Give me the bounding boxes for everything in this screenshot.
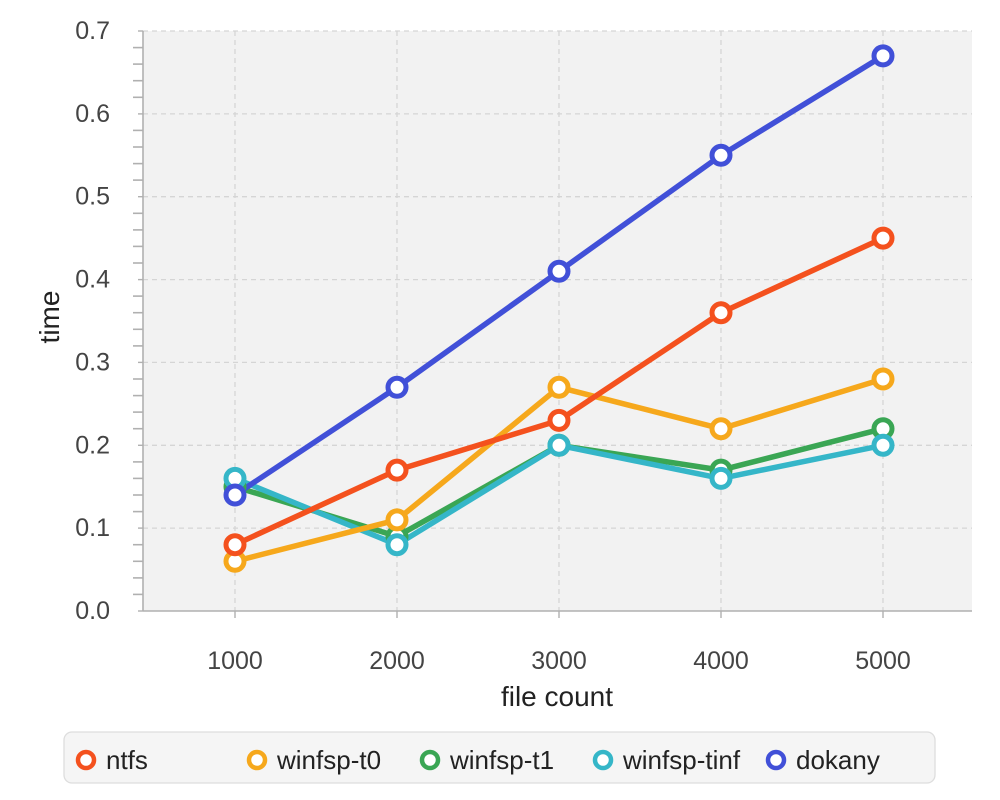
svg-text:ntfs: ntfs — [106, 745, 148, 775]
svg-text:0.7: 0.7 — [75, 17, 110, 45]
svg-text:time: time — [34, 291, 65, 344]
svg-text:winfsp-t1: winfsp-t1 — [449, 745, 554, 775]
svg-text:file count: file count — [501, 681, 613, 712]
svg-text:0.3: 0.3 — [75, 348, 110, 376]
svg-text:0.1: 0.1 — [75, 514, 110, 542]
svg-text:2000: 2000 — [369, 647, 425, 675]
svg-text:0.6: 0.6 — [75, 100, 110, 128]
svg-text:0.4: 0.4 — [75, 266, 110, 294]
svg-text:0.0: 0.0 — [75, 597, 110, 625]
svg-text:winfsp-tinf: winfsp-tinf — [622, 745, 741, 775]
svg-text:dokany: dokany — [796, 745, 880, 775]
svg-text:1000: 1000 — [207, 647, 263, 675]
svg-text:3000: 3000 — [531, 647, 587, 675]
svg-text:0.5: 0.5 — [75, 183, 110, 211]
svg-text:winfsp-t0: winfsp-t0 — [276, 745, 381, 775]
svg-text:5000: 5000 — [855, 647, 911, 675]
svg-text:4000: 4000 — [693, 647, 749, 675]
svg-text:0.2: 0.2 — [75, 431, 110, 459]
